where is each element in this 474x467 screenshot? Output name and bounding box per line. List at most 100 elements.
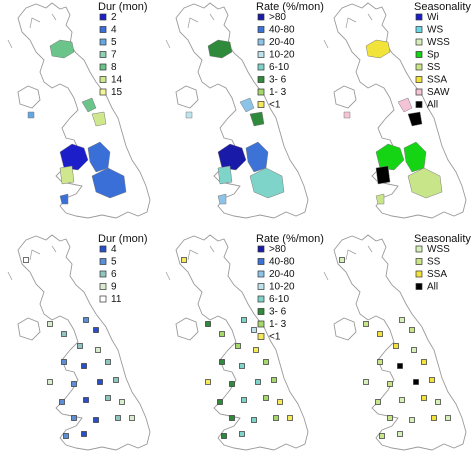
station-marker [219,359,225,365]
legend-label: <1 [269,100,281,111]
legend-swatch [99,88,107,96]
region-scotland [207,39,233,59]
legend-label: SSA [427,269,447,280]
station-marker [61,359,67,365]
station-marker [181,257,187,263]
station-marker [71,381,77,387]
legend-swatch [415,76,423,83]
station-marker [377,359,383,365]
legend-swatch [257,283,265,290]
station-marker [95,347,101,353]
legend-label: SSA [427,75,447,86]
station-marker [81,363,87,369]
station-marker [411,347,417,353]
region-southwest [59,193,69,205]
legend-swatch [415,270,423,278]
station-marker [387,415,393,421]
station-marker [83,397,89,403]
station-marker [413,379,419,385]
legend-label: Sp [427,50,440,61]
region-yorkshire [249,111,265,127]
station-marker [253,347,259,353]
station-marker [399,397,405,403]
station-marker [217,399,223,405]
station-marker [397,431,403,437]
legend-swatch [99,63,107,71]
station-marker [339,257,345,263]
legend-label: All [427,100,438,111]
legend-swatch [257,13,265,21]
station-marker [393,343,399,349]
legend-swatch [257,88,265,96]
station-marker [375,399,381,405]
legend-label: 40-80 [269,25,295,36]
legend-swatch [99,38,107,46]
station-marker [105,395,111,401]
legend-title: Rate (%/mon) [256,1,324,13]
legend-title: Dur (mon) [98,1,148,13]
region-scotland [49,39,75,59]
region-scotland [365,39,391,59]
station-marker [429,377,435,383]
legend-label: 1- 3 [269,87,287,98]
legend-swatch [99,51,107,58]
station-marker [387,381,393,387]
region-southwest [375,193,385,205]
legend-title: Seasonality [414,1,471,13]
station-marker [129,415,135,421]
legend-label: 6 [111,269,117,280]
region-north-england [239,97,255,113]
station-marker [241,397,247,403]
legend-label: 3- 6 [269,75,287,86]
station-marker [105,359,111,365]
legend-swatch [415,38,423,46]
legend-title: Seasonality [414,233,471,245]
legend-label: 9 [111,282,117,293]
legend-label: Wi [427,12,439,23]
legend-label: 5 [111,37,117,48]
legend-label: 2 [111,12,117,23]
region-yorkshire [91,111,107,127]
station-marker [229,415,235,421]
station-marker [239,431,245,437]
legend-label: 4 [111,25,117,36]
uk-map-outline [323,234,467,451]
legend-swatch [415,101,423,108]
station-marker [435,399,441,405]
region-ireland-spot [185,111,193,119]
legend-label: 5 [111,257,117,268]
legend-label: SAW [427,87,450,98]
station-marker [205,321,211,327]
station-marker [277,399,283,405]
region-yorkshire [407,111,423,127]
legend-label: 10-20 [269,50,295,61]
station-marker [445,415,451,421]
legend-label: 14 [111,75,123,86]
legend-swatch [415,26,423,33]
legend-swatch [257,258,265,265]
legend-label: 11 [111,294,122,305]
legend-label: 20-40 [269,37,295,48]
legend-label: 40-80 [269,257,295,268]
station-marker [399,317,405,323]
region-southeast [91,167,127,199]
legend-label: 1- 3 [269,319,287,330]
legend-swatch [415,63,423,71]
station-marker [397,363,403,369]
station-marker [47,321,53,327]
region-wales [375,165,391,185]
station-marker [115,415,121,421]
station-marker [379,433,385,439]
station-marker [61,331,67,337]
legend-label: 8 [111,62,117,73]
region-wales [59,165,75,185]
legend-label: 6-10 [269,294,289,305]
